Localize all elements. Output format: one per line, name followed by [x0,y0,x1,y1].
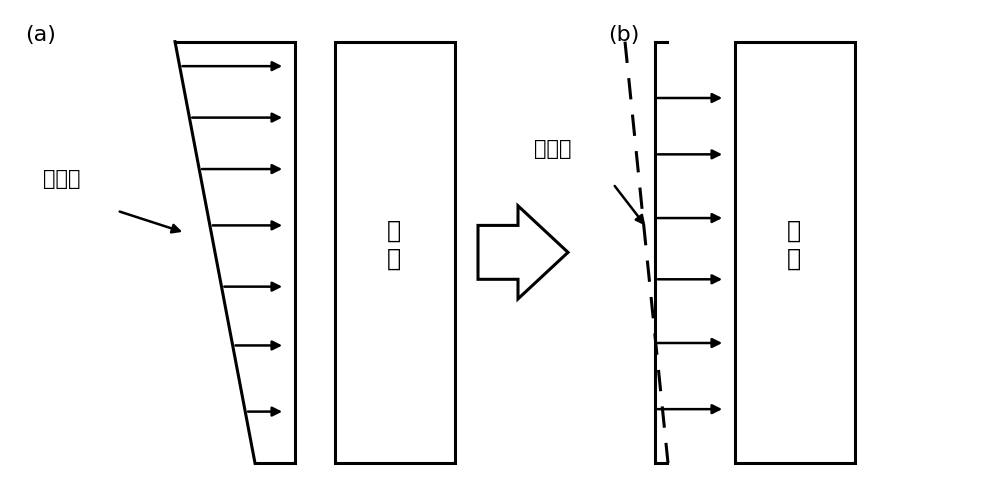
Text: 土
仓: 土 仓 [787,219,801,271]
Bar [735,42,855,463]
Polygon shape [478,206,568,299]
Bar [335,42,455,463]
Text: 土压力: 土压力 [534,140,572,159]
Text: (a): (a) [25,24,56,45]
Text: 土
仓: 土 仓 [387,219,401,271]
Text: (b): (b) [608,24,639,45]
Text: 土压力: 土压力 [43,169,81,189]
